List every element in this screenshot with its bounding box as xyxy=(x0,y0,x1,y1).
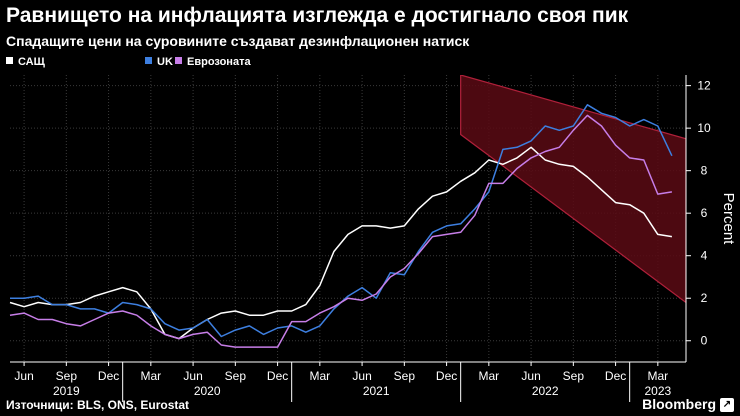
legend-swatch xyxy=(145,57,152,64)
legend-label: САЩ xyxy=(18,56,46,68)
x-tick-label: Jun xyxy=(14,369,33,383)
x-tick-label: Dec xyxy=(436,369,457,383)
year-label: 2020 xyxy=(194,384,221,398)
legend-label: Еврозоната xyxy=(187,56,251,68)
legend-swatch xyxy=(175,57,182,64)
series-line-usa xyxy=(9,146,673,340)
y-tick-label: 10 xyxy=(697,121,711,135)
y-tick-label: 8 xyxy=(701,164,708,178)
legend-swatch xyxy=(6,57,13,64)
year-label: 2023 xyxy=(644,384,671,398)
x-tick-label: Sep xyxy=(225,369,247,383)
x-tick-label: Sep xyxy=(394,369,416,383)
x-tick-label: Sep xyxy=(563,369,585,383)
chart-title: Равнището на инфлацията изглежда е дости… xyxy=(6,4,629,27)
x-tick-label: Dec xyxy=(98,369,119,383)
x-tick-label: Jun xyxy=(183,369,202,383)
x-tick-label: Mar xyxy=(140,369,161,383)
year-label: 2022 xyxy=(532,384,559,398)
brand-logo: Bloomberg xyxy=(642,396,716,412)
legend-label: UK xyxy=(157,56,173,68)
x-tick-label: Sep xyxy=(56,369,78,383)
y-tick-label: 6 xyxy=(701,206,708,220)
x-tick-label: Jun xyxy=(521,369,540,383)
y-tick-label: 12 xyxy=(697,79,711,93)
bloomberg-icon: ↗ xyxy=(720,398,734,412)
y-tick-label: 2 xyxy=(701,291,708,305)
x-tick-label: Dec xyxy=(605,369,626,383)
source-note: Източници: BLS, ONS, Eurostat xyxy=(6,398,190,412)
year-label: 2021 xyxy=(363,384,390,398)
y-tick-label: 4 xyxy=(701,249,708,263)
x-tick-label: Dec xyxy=(267,369,288,383)
x-tick-label: Mar xyxy=(309,369,330,383)
chart-subtitle: Спадащите цени на суровините създават де… xyxy=(6,33,470,49)
y-tick-label: 0 xyxy=(701,334,708,348)
decline-band xyxy=(460,75,686,304)
x-tick-label: Mar xyxy=(647,369,668,383)
series-line-eurozone xyxy=(9,114,673,348)
y-axis-label: Percent xyxy=(720,193,737,246)
year-label: 2019 xyxy=(53,384,80,398)
x-tick-label: Mar xyxy=(478,369,499,383)
x-tick-label: Jun xyxy=(352,369,371,383)
